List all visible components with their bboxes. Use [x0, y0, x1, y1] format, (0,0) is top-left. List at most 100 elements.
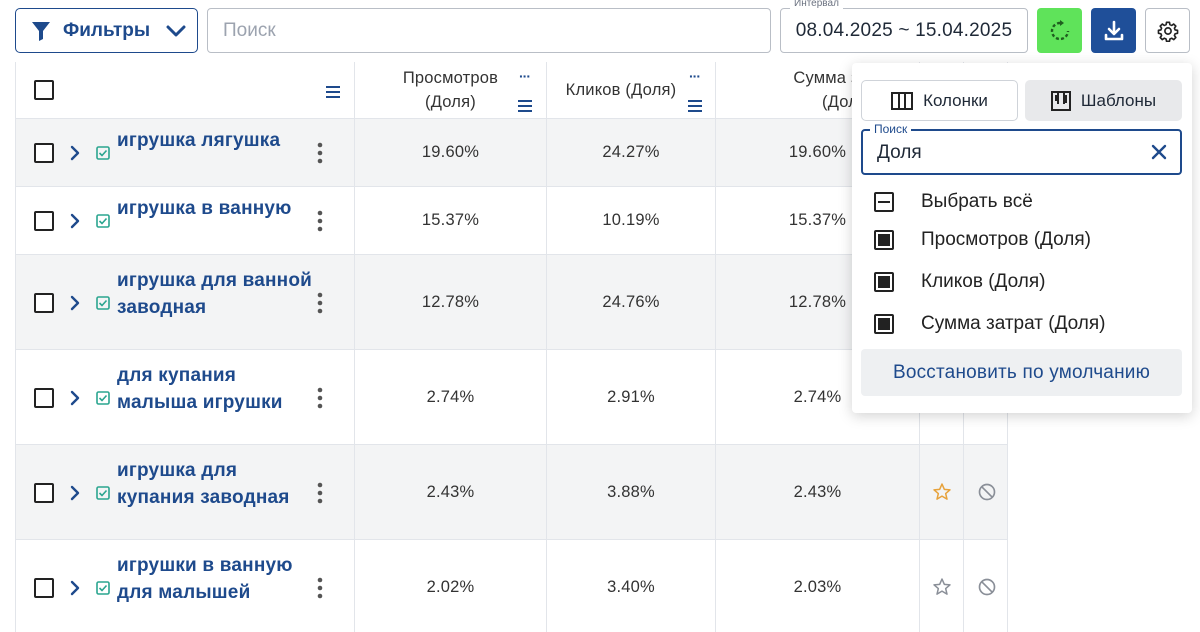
header-views-cell[interactable]: Просмотров (Доля) ···: [355, 62, 547, 118]
column-menu-icon[interactable]: [326, 86, 340, 98]
select-all-checkbox[interactable]: [874, 192, 894, 212]
templates-icon: [1050, 90, 1071, 111]
more-vertical-icon[interactable]: [316, 142, 324, 164]
tab-columns-label: Колонки: [923, 90, 988, 110]
star-cell: [920, 445, 964, 539]
keyword-link[interactable]: игрушка лягушка: [117, 130, 281, 151]
views-share-cell: 19.60%: [355, 119, 547, 186]
row-checkbox[interactable]: [34, 292, 54, 313]
row-checkbox[interactable]: [34, 143, 54, 163]
column-search-label: Поиск: [870, 122, 912, 136]
clicks-share-cell: 24.27%: [547, 119, 716, 186]
row-checkbox[interactable]: [34, 211, 54, 231]
filters-button[interactable]: Фильтры: [15, 8, 198, 53]
keyword-link[interactable]: игрушка в ванную: [117, 198, 292, 219]
header-name-cell: [16, 62, 355, 118]
table-row[interactable]: игрушка для ванной заводная 12.78% 24.76…: [16, 255, 1007, 350]
select-all-option[interactable]: Выбрать всё: [874, 189, 1033, 215]
row-checkbox[interactable]: [34, 577, 54, 598]
keyword-link[interactable]: для купания малыша игрушки: [117, 364, 283, 413]
block-icon[interactable]: [977, 482, 997, 502]
column-option-checkbox[interactable]: [874, 314, 894, 334]
column-option-label: Кликов (Доля): [921, 271, 1046, 292]
tab-columns[interactable]: Колонки: [861, 80, 1018, 121]
reset-defaults-button[interactable]: Восстановить по умолчанию: [861, 349, 1182, 396]
keyword-status-icon: [96, 580, 110, 595]
column-option[interactable]: Кликов (Доля): [874, 269, 1046, 295]
chevron-right-icon[interactable]: [69, 485, 81, 501]
block-cell: [964, 445, 1007, 539]
interval-picker[interactable]: 08.04.2025 ~ 15.04.2025: [780, 8, 1028, 53]
keyword-cell: игрушки в ванную для малышей: [16, 540, 355, 632]
keyword-link[interactable]: игрушка для ванной заводная: [117, 269, 313, 318]
keyword-status-icon: [96, 390, 110, 405]
keyword-status-icon: [96, 295, 110, 310]
table-row[interactable]: для купания малыша игрушки 2.74% 2.91% 2…: [16, 350, 1007, 445]
more-vertical-icon[interactable]: [316, 292, 324, 314]
views-share-cell: 2.02%: [355, 540, 547, 632]
toolbar: Фильтры 08.04.2025 ~ 15.04.2025 Интервал: [0, 0, 1200, 62]
clicks-share-cell: 2.91%: [547, 350, 716, 444]
views-share-cell: 15.37%: [355, 187, 547, 254]
header-clicks-cell[interactable]: Кликов (Доля) ···: [547, 62, 716, 118]
chevron-right-icon[interactable]: [69, 213, 81, 229]
keyword-cell: игрушка для ванной заводная: [16, 255, 355, 349]
select-all-label: Выбрать всё: [921, 191, 1033, 212]
chevron-right-icon[interactable]: [69, 390, 81, 406]
keyword-status-icon: [96, 146, 110, 160]
column-options-icon[interactable]: ···: [689, 68, 701, 84]
columns-panel: Колонки Шаблоны Поиск Выбрать всё Просмо…: [852, 63, 1192, 413]
keywords-table: Просмотров (Доля) ··· Кликов (Доля) ··· …: [15, 62, 1008, 632]
block-cell: [964, 540, 1007, 632]
search-input[interactable]: [223, 19, 770, 42]
header-views-line1: Просмотров: [402, 69, 499, 87]
clicks-share-cell: 10.19%: [547, 187, 716, 254]
column-search-field[interactable]: [861, 129, 1182, 175]
column-search-input[interactable]: [877, 142, 1127, 164]
table-row[interactable]: игрушка для купания заводная 2.43% 3.88%…: [16, 445, 1007, 540]
block-icon[interactable]: [977, 577, 997, 597]
filter-icon: [32, 21, 50, 41]
column-option[interactable]: Просмотров (Доля): [874, 227, 1091, 253]
column-option[interactable]: Сумма затрат (Доля): [874, 311, 1106, 337]
more-vertical-icon[interactable]: [316, 210, 324, 232]
columns-icon: [891, 91, 914, 110]
search-field[interactable]: [207, 8, 771, 53]
keyword-link[interactable]: игрушка для купания заводная: [117, 459, 290, 508]
column-menu-icon[interactable]: [518, 100, 532, 112]
column-menu-icon[interactable]: [688, 100, 702, 112]
chevron-right-icon[interactable]: [69, 295, 81, 311]
keyword-status-icon: [96, 485, 110, 500]
column-option-checkbox[interactable]: [874, 230, 894, 250]
column-options-icon[interactable]: ···: [519, 68, 531, 84]
column-option-checkbox[interactable]: [874, 272, 894, 292]
more-vertical-icon[interactable]: [316, 482, 324, 504]
keyword-cell: игрушка для купания заводная: [16, 445, 355, 539]
download-button[interactable]: [1091, 8, 1136, 53]
refresh-button[interactable]: [1037, 8, 1082, 53]
table-row[interactable]: игрушка лягушка 19.60% 24.27% 19.60%: [16, 119, 1007, 187]
tab-templates[interactable]: Шаблоны: [1025, 80, 1182, 121]
row-checkbox[interactable]: [34, 387, 54, 408]
chevron-down-icon: [166, 25, 186, 36]
keyword-status-icon: [96, 214, 110, 228]
more-vertical-icon[interactable]: [316, 387, 324, 409]
settings-button[interactable]: [1145, 8, 1190, 53]
clicks-share-cell: 24.76%: [547, 255, 716, 349]
star-filled-icon[interactable]: [932, 482, 952, 502]
header-views-label: Просмотров (Доля): [403, 66, 498, 114]
select-all-rows-checkbox[interactable]: [34, 80, 54, 100]
star-icon[interactable]: [932, 577, 952, 597]
chevron-right-icon[interactable]: [69, 580, 81, 596]
refresh-icon: [1050, 19, 1069, 40]
more-vertical-icon[interactable]: [316, 577, 324, 599]
keyword-cell: игрушка в ванную: [16, 187, 355, 254]
table-row[interactable]: игрушки в ванную для малышей 2.02% 3.40%…: [16, 540, 1007, 632]
close-icon[interactable]: [1150, 143, 1168, 161]
table-header: Просмотров (Доля) ··· Кликов (Доля) ··· …: [16, 62, 1007, 119]
chevron-right-icon[interactable]: [69, 145, 81, 161]
keyword-link[interactable]: игрушки в ванную для малышей: [117, 554, 293, 603]
header-views-line2: (Доля): [425, 93, 476, 111]
row-checkbox[interactable]: [34, 482, 54, 503]
